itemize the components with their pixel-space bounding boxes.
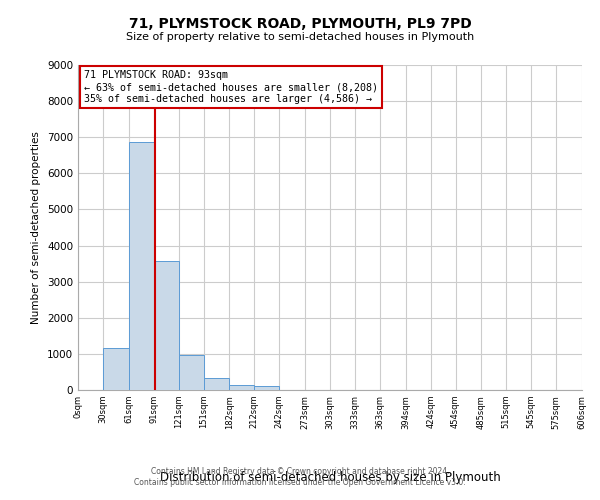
Bar — [129, 142, 154, 390]
Bar — [103, 348, 129, 390]
Text: Contains HM Land Registry data © Crown copyright and database right 2024.: Contains HM Land Registry data © Crown c… — [151, 467, 449, 476]
Text: 71 PLYMSTOCK ROAD: 93sqm
← 63% of semi-detached houses are smaller (8,208)
35% o: 71 PLYMSTOCK ROAD: 93sqm ← 63% of semi-d… — [84, 70, 378, 104]
X-axis label: Distribution of semi-detached houses by size in Plymouth: Distribution of semi-detached houses by … — [160, 470, 500, 484]
Bar — [229, 385, 254, 390]
Text: Size of property relative to semi-detached houses in Plymouth: Size of property relative to semi-detach… — [126, 32, 474, 42]
Bar — [254, 386, 279, 390]
Bar — [203, 378, 229, 390]
Bar — [154, 262, 179, 390]
Y-axis label: Number of semi-detached properties: Number of semi-detached properties — [31, 131, 41, 324]
Bar — [179, 355, 203, 390]
Text: Contains public sector information licensed under the Open Government Licence v3: Contains public sector information licen… — [134, 478, 466, 487]
Text: 71, PLYMSTOCK ROAD, PLYMOUTH, PL9 7PD: 71, PLYMSTOCK ROAD, PLYMOUTH, PL9 7PD — [128, 18, 472, 32]
